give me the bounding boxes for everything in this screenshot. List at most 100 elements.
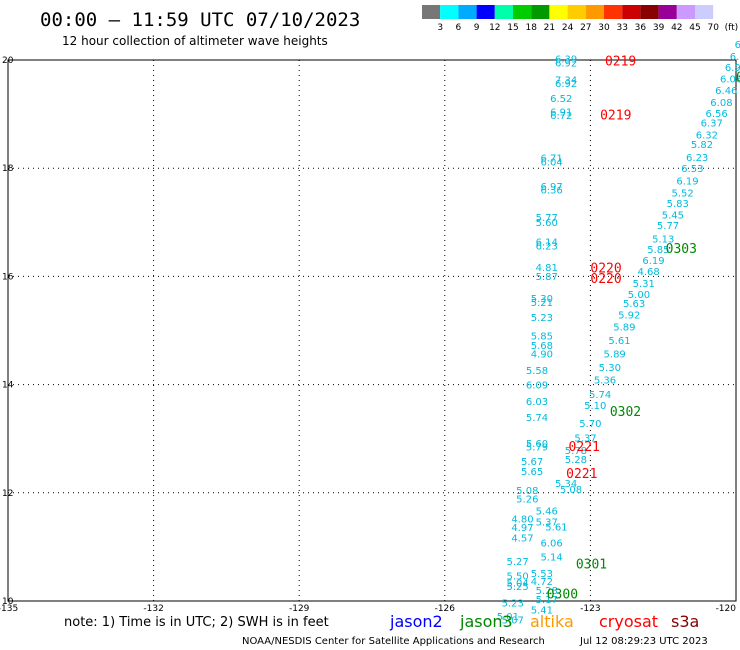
data-point-label: 5.04 bbox=[506, 578, 528, 589]
colorbar-swatch bbox=[458, 5, 477, 19]
data-point-label: 6.04 bbox=[540, 157, 562, 168]
colorbar-tick-label: 39 bbox=[653, 23, 665, 33]
data-point-label: 6.37 bbox=[701, 119, 723, 130]
data-point-label: 5.00 bbox=[628, 290, 650, 301]
data-point-label: 5.85 bbox=[531, 332, 553, 343]
data-point-label: 6.91 bbox=[735, 40, 740, 51]
data-point-label: 6.72 bbox=[550, 111, 572, 122]
data-point-label: 5.34 bbox=[555, 479, 577, 490]
colorbar-tick-label: 21 bbox=[544, 23, 555, 33]
legend-entry-jason2: jason2 bbox=[389, 612, 443, 631]
data-point-label: 4.68 bbox=[638, 267, 660, 278]
data-point-label: 5.41 bbox=[531, 605, 553, 616]
data-point-label: 5.21 bbox=[531, 298, 553, 309]
data-point-label: 5.45 bbox=[662, 211, 684, 222]
colorbar-tick-label: 70 bbox=[707, 23, 719, 33]
pass-time-label: 0219 bbox=[605, 54, 636, 69]
data-point-label: 5.77 bbox=[536, 213, 558, 224]
chart-title: 00:00 – 11:59 UTC 07/10/2023 bbox=[40, 9, 360, 31]
data-point-label: 5.28 bbox=[565, 455, 587, 466]
legend-entry-cryosat: cryosat bbox=[599, 612, 658, 631]
data-point-label: 5.08 bbox=[560, 485, 582, 496]
data-point-label: 5.26 bbox=[516, 495, 538, 506]
data-point-label: 5.61 bbox=[545, 523, 567, 534]
data-marks: 6.396.927.346.926.526.916.726.716.046.97… bbox=[497, 40, 740, 627]
data-point-label: 5.13 bbox=[652, 234, 674, 245]
data-point-label: 6.19 bbox=[676, 176, 698, 187]
data-point-label: 6.09 bbox=[526, 380, 548, 391]
legend-entry-jason3: jason3 bbox=[459, 612, 513, 631]
data-point-label: 5.31 bbox=[633, 279, 655, 290]
data-point-label: 5.70 bbox=[579, 419, 601, 430]
data-point-label: 6.06 bbox=[720, 75, 740, 86]
data-point-label: 6.32 bbox=[696, 130, 718, 141]
x-tick-label: -120 bbox=[716, 604, 737, 614]
data-point-label: 4.90 bbox=[531, 350, 553, 361]
data-point-label: 5.74 bbox=[589, 390, 611, 401]
data-point-label: 5.01 bbox=[497, 612, 519, 623]
pass-time-label: 0303 bbox=[736, 71, 740, 86]
data-point-label: 6.14 bbox=[536, 238, 558, 249]
data-point-label: 6.52 bbox=[550, 94, 572, 105]
colorbar-tick-label: 3 bbox=[437, 23, 443, 33]
data-point-label: 4.80 bbox=[511, 515, 533, 526]
data-point-label: 7.34 bbox=[555, 75, 577, 86]
data-point-label: 6.91 bbox=[550, 108, 572, 119]
y-tick-label: 16 bbox=[2, 272, 14, 282]
data-point-label: 5.78 bbox=[565, 446, 587, 457]
data-point-label: 5.74 bbox=[526, 413, 548, 424]
data-point-label: 5.23 bbox=[531, 313, 553, 324]
data-point-label: 5.61 bbox=[608, 336, 630, 347]
data-point-label: 5.52 bbox=[671, 188, 693, 199]
legend-entry-altika: altika bbox=[530, 612, 574, 631]
y-tick-label: 12 bbox=[2, 489, 13, 499]
colorbar-swatch bbox=[676, 5, 695, 19]
data-point-label: 5.50 bbox=[506, 571, 528, 582]
y-tick-label: 10 bbox=[2, 597, 14, 607]
data-point-label: 5.07 bbox=[502, 616, 524, 627]
data-point-label: 6.36 bbox=[540, 186, 562, 197]
x-tick-label: -123 bbox=[580, 604, 600, 614]
data-point-label: 4.97 bbox=[511, 523, 533, 534]
data-point-label: 5.87 bbox=[536, 272, 558, 283]
colorbar-swatch bbox=[476, 5, 495, 19]
data-point-label: 5.14 bbox=[540, 552, 562, 563]
pass-time-label: 0219 bbox=[600, 109, 631, 124]
colorbar-swatch bbox=[531, 5, 550, 19]
pass-time-label: 0221 bbox=[566, 467, 597, 482]
data-point-label: 5.53 bbox=[531, 569, 553, 580]
y-tick-label: 18 bbox=[2, 164, 14, 174]
data-point-label: 5.10 bbox=[584, 401, 606, 412]
y-tick-label: 14 bbox=[2, 381, 14, 391]
data-point-label: 5.77 bbox=[657, 221, 679, 232]
chart-subtitle: 12 hour collection of altimeter wave hei… bbox=[62, 34, 328, 48]
colorbar-tick-label: (ft) bbox=[725, 23, 739, 33]
colorbar-tick-label: 15 bbox=[507, 23, 518, 33]
colorbar-swatch bbox=[567, 5, 586, 19]
colorbar-tick-label: 24 bbox=[562, 23, 574, 33]
x-tick-label: -135 bbox=[0, 604, 18, 614]
data-point-label: 6.53 bbox=[681, 164, 703, 175]
colorbar-swatch bbox=[422, 5, 441, 19]
colorbar-swatch bbox=[513, 5, 532, 19]
colorbar-tick-label: 18 bbox=[525, 23, 537, 33]
data-point-label: 5.17 bbox=[536, 595, 558, 606]
colorbar-swatch bbox=[494, 5, 513, 19]
data-point-label: 5.83 bbox=[667, 199, 689, 210]
data-point-label: 5.23 bbox=[502, 598, 524, 609]
colorbar-tick-label: 12 bbox=[489, 23, 500, 33]
axis-ticks: -135 -132 -129 -126 -123 -120 10 12 14 16 18 20 bbox=[0, 56, 736, 614]
data-point-label: 5.79 bbox=[526, 443, 548, 454]
pass-time-label: 0220 bbox=[590, 272, 621, 287]
data-point-label: 5.36 bbox=[594, 376, 616, 387]
data-point-label: 5.89 bbox=[613, 323, 635, 334]
data-point-label: 5.30 bbox=[531, 294, 553, 305]
pass-time-label: 0220 bbox=[590, 262, 621, 277]
data-point-label: 5.60 bbox=[526, 439, 548, 450]
data-point-label: 5.37 bbox=[536, 517, 558, 528]
data-point-label: 5.65 bbox=[521, 467, 543, 478]
colorbar-swatch bbox=[640, 5, 659, 19]
colorbar-tick-label: 33 bbox=[616, 23, 627, 33]
data-point-label: 5.92 bbox=[618, 311, 640, 322]
